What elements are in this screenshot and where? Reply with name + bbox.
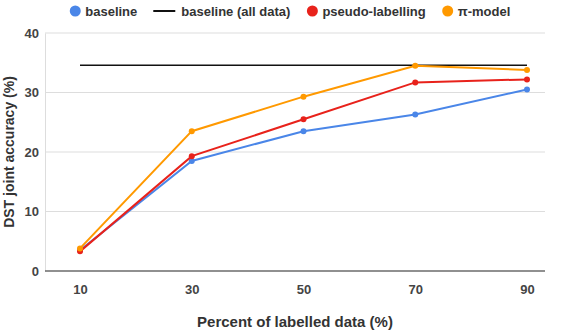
legend-item: baseline — [70, 4, 138, 19]
x-tick-label: 70 — [409, 282, 423, 297]
legend-item: pseudo-labelling — [307, 4, 426, 19]
x-tick-label: 90 — [520, 282, 534, 297]
series-line — [80, 64, 527, 66]
legend-label: baseline (all data) — [181, 4, 290, 19]
x-tick: 10 — [73, 271, 87, 297]
series-marker — [301, 94, 307, 100]
y-tick: 0 — [32, 264, 45, 279]
x-tick: 90 — [520, 271, 534, 297]
y-tick: 30 — [25, 85, 45, 100]
grid-line — [45, 271, 545, 272]
x-tick-label: 50 — [297, 282, 311, 297]
legend-label: baseline — [85, 4, 137, 19]
series-marker — [412, 63, 418, 69]
x-tick: 70 — [409, 271, 423, 297]
legend-label: pseudo-labelling — [322, 4, 425, 19]
grid-line — [45, 92, 545, 93]
series-marker — [189, 153, 195, 159]
x-tick-label: 10 — [73, 282, 87, 297]
legend-item: π-model — [442, 4, 510, 19]
chart: 0 10 20 30 40 10 30 50 70 90 Percent of labelled d… — [0, 0, 580, 336]
y-tick-label: 20 — [25, 145, 39, 160]
y-tick: 10 — [25, 204, 45, 219]
y-axis-line — [45, 34, 46, 272]
series-marker — [189, 128, 195, 134]
legend-swatch — [307, 6, 318, 17]
x-tick: 50 — [297, 271, 311, 297]
y-tick-label: 10 — [25, 204, 39, 219]
x-axis: 10 30 50 70 90 — [45, 271, 545, 297]
legend-swatch — [70, 6, 81, 17]
y-tick-label: 30 — [25, 85, 39, 100]
legend-label: π-model — [458, 4, 511, 19]
series-marker — [524, 87, 530, 93]
plot-area — [77, 63, 530, 255]
y-tick-label: 40 — [25, 26, 39, 41]
series-marker — [412, 79, 418, 85]
legend-item: baseline (all data) — [153, 4, 290, 19]
x-axis-line — [45, 270, 545, 271]
grid-line — [45, 152, 545, 153]
grid-line — [45, 33, 545, 34]
grid — [45, 33, 545, 271]
x-tick: 30 — [185, 271, 199, 297]
y-tick: 40 — [25, 26, 45, 41]
series-marker — [77, 245, 83, 251]
x-tick-label: 30 — [185, 282, 199, 297]
series-marker — [301, 128, 307, 134]
y-axis: 0 10 20 30 40 — [25, 26, 46, 279]
legend-swatch — [153, 10, 175, 12]
y-axis-title: DST joint accuracy (%) — [1, 76, 17, 228]
legend: baseline baseline (all data) pseudo-labell… — [70, 4, 511, 19]
series-line — [80, 79, 527, 251]
series-line — [80, 90, 527, 251]
y-tick: 20 — [25, 145, 45, 160]
series-marker — [524, 76, 530, 82]
series-line — [80, 66, 527, 249]
legend-swatch — [442, 6, 453, 17]
series-marker — [524, 67, 530, 73]
series-marker — [301, 116, 307, 122]
series-marker — [412, 112, 418, 118]
y-tick-label: 0 — [32, 264, 39, 279]
grid-line — [45, 211, 545, 212]
x-axis-title: Percent of labelled data (%) — [197, 313, 393, 330]
